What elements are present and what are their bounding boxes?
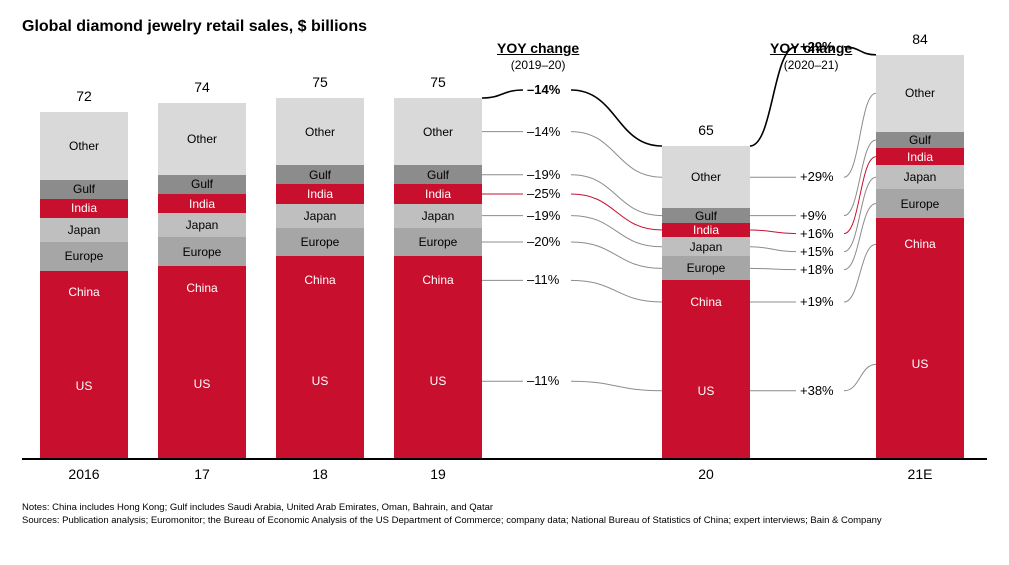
yoy-pct-19-20-japan: –19% <box>527 208 560 223</box>
year-label-20: 20 <box>662 466 750 482</box>
seg-19-us: US <box>394 304 482 458</box>
seg-2016-china: China <box>40 271 128 314</box>
yoy-period-a: (2019–20) <box>497 58 579 72</box>
seg-2016-europe: Europe <box>40 242 128 271</box>
seg-19-gulf: Gulf <box>394 165 482 184</box>
bar-total-21E: 84 <box>876 31 964 47</box>
yoy-pct-19-20-gulf: –19% <box>527 167 560 182</box>
bar-19: 75OtherGulfIndiaJapanEuropeChinaUS <box>394 98 482 458</box>
notes-line-2: Sources: Publication analysis; Euromonit… <box>22 515 987 528</box>
yoy-pct-19-20-europe: –20% <box>527 234 560 249</box>
bar-total-18: 75 <box>276 74 364 90</box>
yoy-pct-20-21E-europe: +18% <box>800 262 834 277</box>
year-label-19: 19 <box>394 466 482 482</box>
seg-17-china: China <box>158 266 246 309</box>
seg-21E-gulf: Gulf <box>876 132 964 149</box>
bar-17: 74OtherGulfIndiaJapanEuropeChinaUS <box>158 103 246 458</box>
seg-21E-other: Other <box>876 55 964 132</box>
seg-2016-us: US <box>40 314 128 458</box>
chart-area: YOY change (2019–20) YOY change (2020–21… <box>22 40 987 500</box>
seg-18-gulf: Gulf <box>276 165 364 184</box>
seg-19-other: Other <box>394 98 482 165</box>
year-label-18: 18 <box>276 466 364 482</box>
seg-2016-gulf: Gulf <box>40 180 128 199</box>
yoy-pct-19-20-us: –11% <box>527 373 559 388</box>
yoy-period-b: (2020–21) <box>770 58 852 72</box>
seg-19-china: China <box>394 256 482 304</box>
year-label-21E: 21E <box>876 466 964 482</box>
seg-19-europe: Europe <box>394 228 482 257</box>
seg-18-japan: Japan <box>276 204 364 228</box>
seg-21E-europe: Europe <box>876 189 964 218</box>
year-label-17: 17 <box>158 466 246 482</box>
seg-17-europe: Europe <box>158 237 246 266</box>
seg-17-us: US <box>158 309 246 458</box>
seg-18-other: Other <box>276 98 364 165</box>
bar-total-17: 74 <box>158 79 246 95</box>
year-label-2016: 2016 <box>40 466 128 482</box>
seg-20-other: Other <box>662 146 750 208</box>
seg-2016-other: Other <box>40 112 128 179</box>
bar-2016: 72OtherGulfIndiaJapanEuropeChinaUS <box>40 112 128 458</box>
seg-2016-japan: Japan <box>40 218 128 242</box>
chart-notes: Notes: China includes Hong Kong; Gulf in… <box>22 502 987 528</box>
seg-21E-china: China <box>876 218 964 271</box>
yoy-pct-19-20-india: –25% <box>527 186 560 201</box>
seg-20-japan: Japan <box>662 237 750 256</box>
yoy-pct-20-21E-us: +38% <box>800 383 834 398</box>
yoy-pct-20-21E-total: +29% <box>800 39 834 54</box>
seg-18-us: US <box>276 304 364 458</box>
seg-18-europe: Europe <box>276 228 364 257</box>
yoy-pct-20-21E-other: +29% <box>800 169 834 184</box>
seg-21E-us: US <box>876 271 964 458</box>
bar-20: 65OtherGulfIndiaJapanEuropeChinaUS <box>662 146 750 458</box>
yoy-pct-20-21E-india: +16% <box>800 226 834 241</box>
seg-21E-japan: Japan <box>876 165 964 189</box>
seg-19-japan: Japan <box>394 204 482 228</box>
chart-title: Global diamond jewelry retail sales, $ b… <box>22 18 987 36</box>
bar-21E: 84OtherGulfIndiaJapanEuropeChinaUS <box>876 55 964 458</box>
page-root: Global diamond jewelry retail sales, $ b… <box>0 0 1009 565</box>
x-axis-line <box>22 458 987 460</box>
seg-20-china: China <box>662 280 750 323</box>
seg-20-gulf: Gulf <box>662 208 750 222</box>
seg-20-europe: Europe <box>662 256 750 280</box>
bar-total-19: 75 <box>394 74 482 90</box>
seg-2016-india: India <box>40 199 128 218</box>
yoy-pct-20-21E-gulf: +9% <box>800 208 826 223</box>
seg-18-china: China <box>276 256 364 304</box>
yoy-pct-20-21E-china: +19% <box>800 294 834 309</box>
bar-18: 75OtherGulfIndiaJapanEuropeChinaUS <box>276 98 364 458</box>
bar-total-2016: 72 <box>40 88 128 104</box>
yoy-header-2019-20: YOY change (2019–20) <box>497 40 579 72</box>
seg-19-india: India <box>394 184 482 203</box>
seg-21E-india: India <box>876 148 964 165</box>
bar-total-20: 65 <box>662 122 750 138</box>
seg-18-india: India <box>276 184 364 203</box>
seg-20-us: US <box>662 324 750 458</box>
seg-17-japan: Japan <box>158 213 246 237</box>
seg-17-gulf: Gulf <box>158 175 246 194</box>
notes-line-1: Notes: China includes Hong Kong; Gulf in… <box>22 502 987 515</box>
seg-17-other: Other <box>158 103 246 175</box>
chart-plot: YOY change (2019–20) YOY change (2020–21… <box>22 40 987 480</box>
yoy-pct-19-20-china: –11% <box>527 272 559 287</box>
yoy-pct-19-20-other: –14% <box>527 124 560 139</box>
yoy-pct-19-20-total: –14% <box>527 82 560 97</box>
seg-17-india: India <box>158 194 246 213</box>
seg-20-india: India <box>662 223 750 237</box>
yoy-pct-20-21E-japan: +15% <box>800 244 834 259</box>
yoy-title-a: YOY change <box>497 40 579 56</box>
